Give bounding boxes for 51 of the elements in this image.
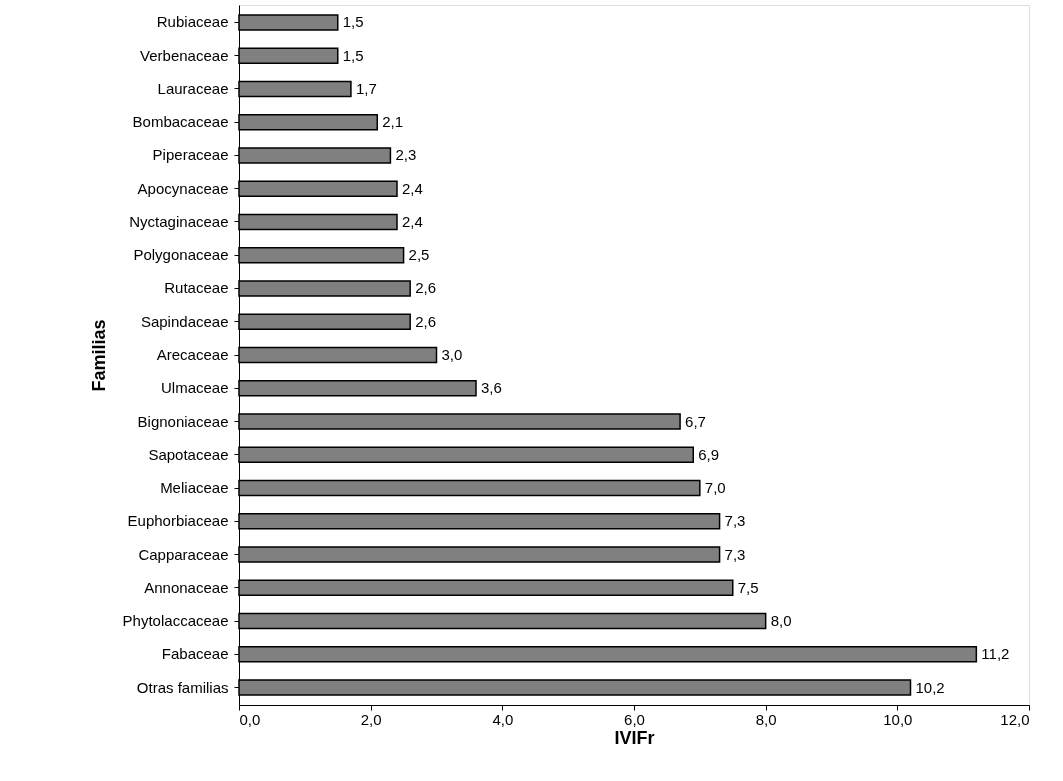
y-tick-label: Capparaceae <box>138 545 229 563</box>
data-label: 11,2 <box>981 645 1010 663</box>
y-tick-label: Phytolaccaceae <box>122 612 229 630</box>
data-label: 6,7 <box>685 412 706 430</box>
data-label: 1,7 <box>355 79 377 97</box>
data-label: 3,6 <box>481 379 502 397</box>
y-tick-label: Ulmaceae <box>160 379 229 397</box>
x-tick-label: 10,0 <box>883 710 913 728</box>
y-tick-label: Verbenaceae <box>140 46 229 64</box>
y-tick-label: Piperaceae <box>152 146 229 164</box>
y-tick-label: Apocynaceae <box>137 179 229 197</box>
y-tick-label: Arecaceae <box>156 346 229 363</box>
data-label: 2,4 <box>402 179 423 197</box>
y-tick-label: Rutaceae <box>164 279 229 297</box>
data-label: 7,3 <box>724 512 746 530</box>
data-label: 7,5 <box>737 578 759 596</box>
data-label: 7,3 <box>724 545 746 563</box>
x-tick-label: 0,0 <box>239 710 261 728</box>
y-tick-label: Otras familias <box>136 678 229 696</box>
y-tick-label: Rubiaceae <box>156 13 229 31</box>
data-label: 3,0 <box>441 346 463 363</box>
x-tick-label: 12,0 <box>1000 710 1030 728</box>
y-tick-label: Polygonaceae <box>133 246 229 264</box>
y-axis-title: Familias <box>88 319 109 392</box>
x-tick-label: 4,0 <box>492 710 514 728</box>
y-tick-label: Meliaceae <box>160 479 229 497</box>
data-label: 6,9 <box>698 445 720 463</box>
x-tick-label: 8,0 <box>755 710 777 728</box>
y-tick-label: Annonaceae <box>144 578 229 596</box>
y-tick-label: Bombacaceae <box>132 113 229 131</box>
data-label: 2,3 <box>395 146 417 164</box>
data-label: 8,0 <box>770 612 792 630</box>
data-label: 2,4 <box>402 212 423 230</box>
y-tick-label: Euphorbiaceae <box>127 512 229 530</box>
data-label: 2,1 <box>382 113 404 131</box>
data-label: 2,5 <box>408 246 430 264</box>
data-label: 2,6 <box>415 279 437 297</box>
y-tick-label: Sapindaceae <box>140 312 229 330</box>
y-tick-label: Nyctaginaceae <box>129 212 229 230</box>
x-tick-label: 2,0 <box>360 710 382 728</box>
x-axis-title: IVIFr <box>614 727 655 748</box>
y-tick-label: Bignoniaceae <box>137 412 229 430</box>
y-tick-label: Fabaceae <box>161 645 229 663</box>
data-label: 10,2 <box>915 678 945 696</box>
y-tick-label: Lauraceae <box>157 79 229 97</box>
data-label: 2,6 <box>415 312 437 330</box>
x-tick-label: 6,0 <box>624 710 645 728</box>
data-label: 1,5 <box>342 13 364 31</box>
data-label: 1,5 <box>342 46 364 64</box>
y-tick-label: Sapotaceae <box>148 445 229 463</box>
data-label: 7,0 <box>704 479 726 497</box>
